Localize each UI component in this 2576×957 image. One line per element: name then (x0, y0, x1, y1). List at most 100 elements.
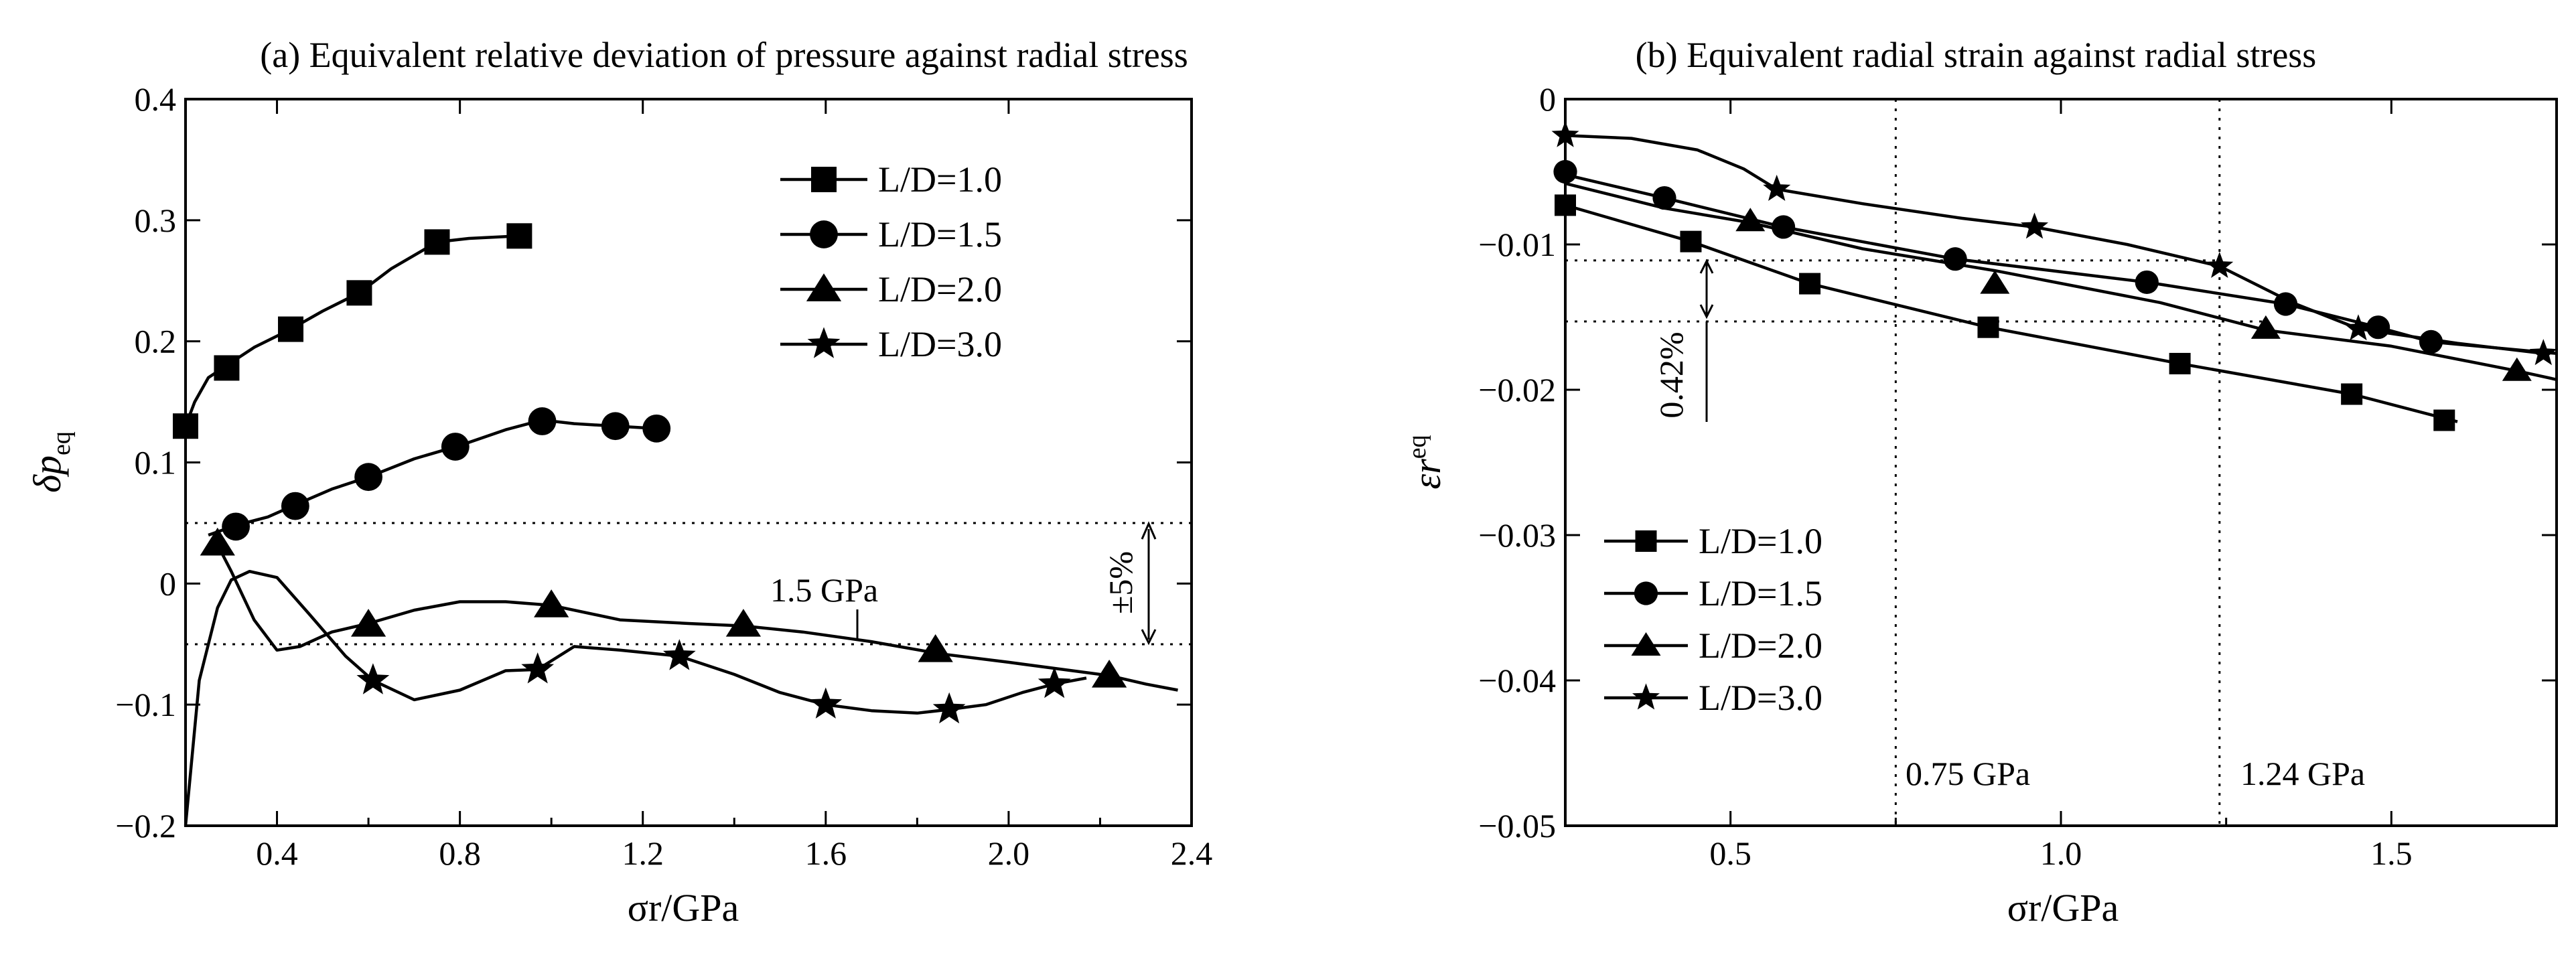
panel-a-series-2-point (534, 589, 569, 617)
panel-a-annotations: 1.5 GPa ±5% (770, 521, 1157, 646)
panel-a-xtick-label: 0.8 (439, 834, 481, 872)
panel-b-legend-item-3: L/D=3.0 (1604, 678, 1822, 718)
panel-a-series-3-point (356, 663, 390, 694)
panel-a-series (173, 223, 1178, 826)
panel-b-legend-label-0: L/D=1.0 (1699, 521, 1822, 561)
panel-b-series-1-point (1652, 186, 1676, 210)
panel-a-series-3-point (932, 692, 966, 724)
panel-a-legend-marker-0 (811, 167, 837, 192)
panel-a-ylabel-sub: eq (48, 431, 76, 455)
panel-b-series-0-point (1680, 230, 1702, 252)
panel-a-series-1-point (642, 414, 671, 443)
panel-b-xtick-label: 1.5 (2370, 834, 2413, 872)
panel-a-annot-arrow-head-down (1141, 629, 1157, 646)
panel-a-series-1 (208, 407, 671, 541)
panel-b-reference-lines (1565, 99, 2266, 826)
panel-b-ytick-label: −0.05 (1478, 807, 1556, 844)
panel-a-xtick-label: 1.2 (622, 834, 664, 872)
panel-b-series-3-point (2206, 251, 2234, 278)
panel-b-legend-label-2: L/D=2.0 (1699, 625, 1822, 666)
panel-a-series-1-point (528, 407, 557, 435)
panel-b-legend: L/D=1.0 L/D=1.5 L/D=2.0 L/D=3.0 (1604, 521, 1822, 718)
panel-a-series-3 (184, 569, 1087, 826)
panel-b-legend-marker-1 (1634, 581, 1658, 605)
panel-b: (b) Equivalent radial strain against rad… (1403, 35, 2558, 930)
panel-a-series-2-point (918, 634, 953, 662)
panel-b-series-0-point (2433, 409, 2455, 431)
panel-a-legend-label-3: L/D=3.0 (878, 324, 1002, 364)
panel-b-series-1-point (2273, 292, 2298, 316)
panel-b-legend-item-2: L/D=2.0 (1604, 625, 1822, 666)
panel-b-ytick-label: −0.03 (1478, 516, 1556, 554)
panel-a-legend-marker-1 (810, 220, 838, 248)
panel-b-series-3-point (1763, 174, 1791, 201)
panel-a-series-2 (200, 527, 1178, 692)
panel-a-series-0-point (173, 413, 198, 439)
panel-a-ytick-label: −0.1 (115, 686, 176, 723)
panel-a-series-0-point (278, 316, 304, 342)
panel-b-annot-1-24gpa: 1.24 GPa (2240, 755, 2365, 792)
panel-b-ytick-label: −0.02 (1478, 371, 1556, 409)
panel-a-xtick-label: 1.6 (805, 834, 847, 872)
panel-a-xlabel: σr/GPa (628, 886, 739, 930)
panel-b-series-3-point (1551, 121, 1579, 147)
panel-a-series-0-point (506, 223, 532, 249)
panel-b-ytick-label: 0 (1539, 80, 1556, 118)
panel-b-legend-marker-0 (1635, 530, 1657, 552)
panel-b-legend-item-0: L/D=1.0 (1604, 521, 1822, 561)
panel-b-annot-arrow-head-up (1699, 259, 1714, 274)
panel-a-ytick-label: 0.3 (135, 202, 177, 239)
panel-b-series-0-point (1977, 316, 1999, 338)
panel-a-series-1-point (222, 512, 250, 541)
panel-a-xtick-label: 2.4 (1171, 834, 1213, 872)
panel-b-series-3-point (2529, 339, 2557, 366)
panel-a-legend: L/D=1.0 L/D=1.5 L/D=2.0 L/D=3.0 (780, 159, 1002, 364)
panel-b-series-3 (1551, 121, 2557, 366)
panel-b-series-2-line (1565, 181, 2557, 381)
panel-a-series-2-point (200, 527, 235, 556)
panel-a-legend-label-1: L/D=1.5 (878, 214, 1002, 254)
panel-b-legend-marker-2 (1631, 632, 1661, 656)
panel-b-series-0-point (1799, 273, 1821, 295)
panel-a-xtick-label: 2.0 (988, 834, 1030, 872)
panel-a-series-1-point (354, 463, 382, 492)
panel-a-xtick-label: 0.4 (256, 834, 298, 872)
panel-b-series-3-point (2344, 314, 2372, 341)
panel-a-ticks: 0.4 0.8 1.2 1.6 2.0 2.4 −0.2 −0.1 0 0.1 0.2 0.3 0.4 (115, 80, 1212, 872)
panel-b-series (1551, 121, 2557, 431)
panel-b-series-2-point (1980, 270, 2010, 294)
panel-a-series-0-point (346, 280, 372, 306)
panel-a-series-2-point (350, 609, 386, 637)
panel-a-series-3-point (663, 639, 696, 670)
panel-b-series-2-point (2502, 357, 2532, 381)
panel-a-series-2-point (1091, 660, 1127, 688)
panel-b-legend-label-3: L/D=3.0 (1699, 678, 1822, 718)
panel-a-ytick-label: 0 (159, 565, 176, 602)
panel-a-ylabel: δpeq (25, 431, 76, 493)
panel-a-legend-marker-3 (807, 327, 841, 358)
panel-b-ticks: 0.5 1.0 1.5 −0.05 −0.04 −0.03 −0.02 −0.01 0 (1478, 80, 2557, 872)
panel-b-legend-marker-3 (1632, 683, 1660, 710)
panel-a-series-1-line (208, 418, 657, 537)
panel-b-series-2-point (2250, 315, 2281, 339)
panel-a-series-1-point (441, 433, 470, 461)
panel-b-series-0-point (2341, 383, 2363, 405)
panel-b-series-0 (1555, 194, 2458, 431)
panel-a-series-3-point (521, 652, 555, 684)
panel-a-series-3-point (809, 687, 843, 719)
panel-b-series-1-point (1553, 159, 1577, 184)
panel-b-ytick-label: −0.01 (1478, 226, 1556, 263)
panel-a: (a) Equivalent relative deviation of pre… (25, 35, 1212, 930)
panel-b-series-2-point (1735, 208, 1766, 232)
panel-a-annot-arrow-head-up (1141, 521, 1157, 540)
panel-b-series-0-point (2169, 352, 2191, 374)
panel-b-series-1-point (2366, 315, 2390, 340)
panel-a-series-0 (173, 223, 532, 439)
panel-b-ylabel-sup: eq (1403, 435, 1431, 459)
panel-b-xtick-label: 1.0 (2040, 834, 2082, 872)
panel-a-legend-marker-2 (806, 273, 842, 301)
panel-b-xtick-label: 0.5 (1709, 834, 1751, 872)
panel-b-series-1-point (1943, 247, 1967, 271)
panel-a-series-3-point (1037, 666, 1071, 698)
